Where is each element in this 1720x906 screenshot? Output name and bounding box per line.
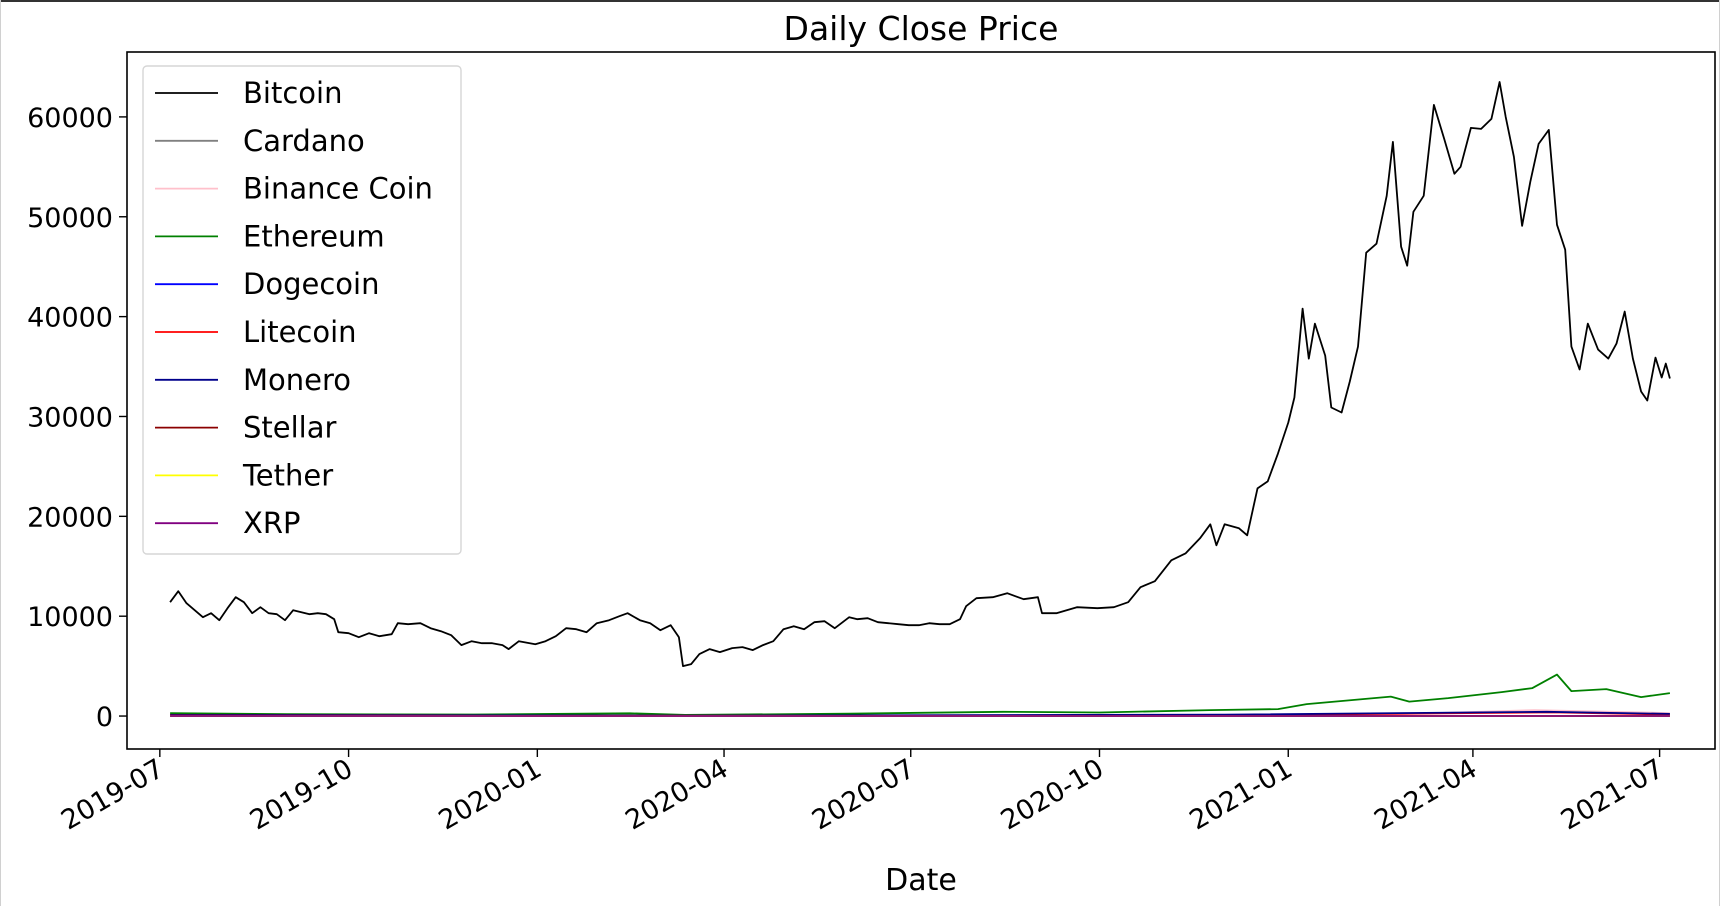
- legend-label-bitcoin: Bitcoin: [243, 76, 342, 110]
- y-axis: 0 10000 20000 30000 40000 50000 60000: [27, 103, 127, 733]
- y-tick-label: 50000: [27, 203, 113, 234]
- legend-label-cardano: Cardano: [243, 124, 365, 158]
- legend-box: [142, 65, 462, 555]
- y-tick-label: 20000: [27, 502, 113, 533]
- plot-area: [126, 51, 1716, 750]
- x-tick-label: 2019-07: [56, 753, 169, 836]
- legend-label-tether: Tether: [242, 458, 333, 492]
- y-tick-label: 0: [96, 702, 113, 733]
- series-line-bitcoin: [169, 81, 1671, 667]
- x-axis: 2019-07 2019-10 2020-01 2020-04 2020-07 2020-…: [56, 749, 1669, 836]
- y-tick-label: 30000: [27, 402, 113, 433]
- x-tick-label: 2021-01: [1185, 753, 1298, 836]
- x-tick-label: 2020-07: [807, 753, 920, 836]
- legend-label-binance-coin: Binance Coin: [243, 172, 433, 206]
- legend-label-monero: Monero: [243, 363, 351, 397]
- legend-label-xrp: XRP: [243, 506, 301, 540]
- x-tick-label: 2019-10: [245, 753, 358, 836]
- legend: Bitcoin Cardano Binance Coin Ethereum Dogeco…: [142, 65, 462, 555]
- series-line-ethereum: [170, 673, 1671, 716]
- y-tick-label: 10000: [27, 602, 113, 633]
- x-tick-label: 2020-04: [620, 753, 733, 836]
- series-layer: [169, 81, 1671, 717]
- y-tick-label: 60000: [27, 103, 113, 134]
- legend-label-stellar: Stellar: [243, 411, 337, 445]
- legend-label-ethereum: Ethereum: [243, 219, 385, 253]
- legend-label-litecoin: Litecoin: [243, 315, 357, 349]
- chart-title: Daily Close Price: [784, 9, 1059, 48]
- x-tick-label: 2021-04: [1369, 753, 1482, 836]
- y-tick-label: 40000: [27, 303, 113, 334]
- x-tick-label: 2020-01: [434, 753, 547, 836]
- window-top-border: [0, 0, 1720, 2]
- x-tick-label: 2021-07: [1556, 753, 1669, 836]
- x-axis-label: Date: [885, 863, 957, 898]
- x-tick-label: 2020-10: [996, 753, 1109, 836]
- legend-label-dogecoin: Dogecoin: [243, 267, 379, 301]
